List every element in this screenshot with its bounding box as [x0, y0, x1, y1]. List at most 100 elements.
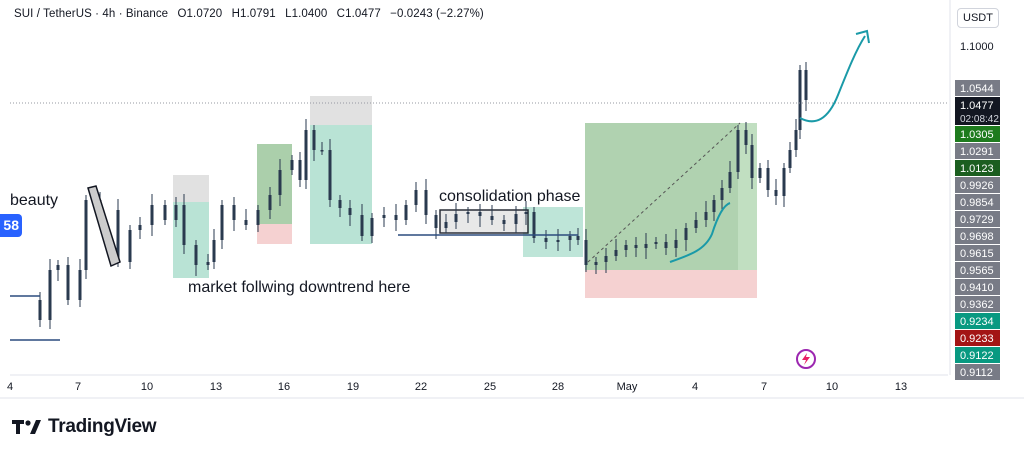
price-label: 0.9362 — [960, 299, 994, 311]
tradingview-brand[interactable]: TradingView — [12, 416, 157, 438]
x-tick-label: May — [617, 381, 638, 393]
annotation-texts: beauty market follwing downtrend here co… — [10, 188, 581, 296]
price-label: 1.1000 — [960, 41, 994, 53]
falling-channel — [87, 185, 121, 268]
candle-body — [174, 205, 178, 220]
candle-body — [150, 205, 154, 225]
candle-body — [502, 220, 506, 224]
candle-body — [360, 215, 364, 236]
candle-body — [424, 190, 428, 215]
x-tick-label: 7 — [75, 381, 81, 393]
candle-body — [478, 212, 482, 216]
candle-body — [782, 168, 786, 196]
price-tag — [955, 279, 1000, 295]
x-tick-label: 25 — [484, 381, 496, 393]
price-tag — [955, 126, 1000, 142]
x-tick-label: 13 — [210, 381, 222, 393]
candle-body — [256, 210, 260, 225]
zone-red-1 — [257, 224, 292, 244]
brand-name: TradingView — [48, 416, 157, 437]
candle-body — [568, 236, 572, 240]
diagonal-dashed-line — [587, 122, 741, 263]
candle-body — [404, 205, 408, 220]
projection-arrow-head — [855, 29, 870, 44]
candle-body — [328, 150, 332, 200]
ohlc-close: C1.0477 — [336, 8, 381, 20]
price-label: 0.9112 — [960, 367, 993, 379]
candle-body — [576, 236, 580, 240]
candle-body — [268, 195, 272, 210]
candle-body — [128, 230, 132, 262]
candle-body — [84, 200, 88, 270]
zone-gray-2 — [310, 96, 372, 125]
price-label: 1.0544 — [960, 83, 994, 95]
candle-body — [116, 210, 120, 262]
x-tick-label: 4 — [7, 381, 13, 393]
candle-body — [278, 170, 282, 195]
zone-red-2 — [585, 270, 757, 298]
price-tag — [955, 347, 1000, 363]
candle-body — [794, 130, 798, 150]
zone-gray-1 — [173, 175, 209, 202]
candle-body — [298, 160, 302, 180]
candle-body — [532, 212, 536, 238]
x-axis: 4 7 10 13 16 19 22 25 28 May 4 7 10 13 — [7, 381, 907, 393]
price-label: 0.9410 — [960, 282, 994, 294]
price-tag — [955, 194, 1000, 210]
candle-body — [56, 265, 60, 270]
candle-body — [244, 220, 248, 225]
price-tag — [955, 177, 1000, 193]
chart-lines — [10, 29, 948, 341]
x-tick-label: 16 — [278, 381, 290, 393]
candle-body — [514, 214, 518, 224]
currency-button[interactable]: USDT — [957, 8, 999, 28]
ohlc-low: L1.0400 — [285, 8, 328, 20]
candle-body — [684, 228, 688, 240]
price-label: 1.0477 — [960, 100, 994, 112]
candle-body — [163, 205, 167, 220]
candle-body — [744, 130, 748, 145]
symbol-title[interactable]: SUI / TetherUS · 4h · Binance — [14, 8, 169, 20]
x-tick-label: 28 — [552, 381, 564, 393]
candle-body — [232, 205, 236, 220]
price-label: 0.9233 — [960, 333, 994, 345]
candle-body — [304, 130, 308, 180]
candle-body — [544, 238, 548, 242]
price-label: 0.9565 — [960, 265, 994, 277]
candle-body — [394, 215, 398, 220]
price-label: 1.0123 — [960, 163, 994, 175]
price-label: 0.9615 — [960, 248, 994, 260]
candle-body — [774, 190, 778, 196]
lightning-icon[interactable] — [796, 349, 816, 369]
price-label: 0.9729 — [960, 214, 994, 226]
candles — [38, 62, 808, 329]
candle-body — [434, 215, 438, 228]
ohlc-high: H1.0791 — [231, 8, 276, 20]
candle-body — [720, 188, 724, 200]
zone-green-1 — [257, 144, 292, 224]
price-tag — [955, 143, 1000, 159]
ohlc-open: O1.0720 — [177, 8, 223, 20]
countdown-label: 02:08:42 — [960, 114, 999, 125]
zone-green-2-edge — [738, 123, 757, 270]
candle-body — [664, 242, 668, 248]
annotation-consolidation: consolidation phase — [439, 188, 581, 205]
zone-green-2 — [585, 123, 757, 270]
annotation-beauty: beauty — [10, 192, 58, 209]
candle-body — [466, 212, 470, 214]
candle-body — [614, 250, 618, 256]
ohlc-change: −0.0243 (−2.27%) — [390, 8, 484, 20]
price-tag — [955, 160, 1000, 176]
candle-body — [766, 168, 770, 190]
x-tick-label: 22 — [415, 381, 427, 393]
x-tick-label: 7 — [761, 381, 767, 393]
x-tick-label: 4 — [692, 381, 698, 393]
chart-zones — [173, 96, 757, 298]
candle-body — [674, 240, 678, 248]
candle-body — [736, 130, 740, 172]
price-tag — [955, 262, 1000, 278]
zone-teal-1 — [173, 202, 209, 278]
price-tag — [955, 296, 1000, 312]
candle-body — [584, 240, 588, 265]
